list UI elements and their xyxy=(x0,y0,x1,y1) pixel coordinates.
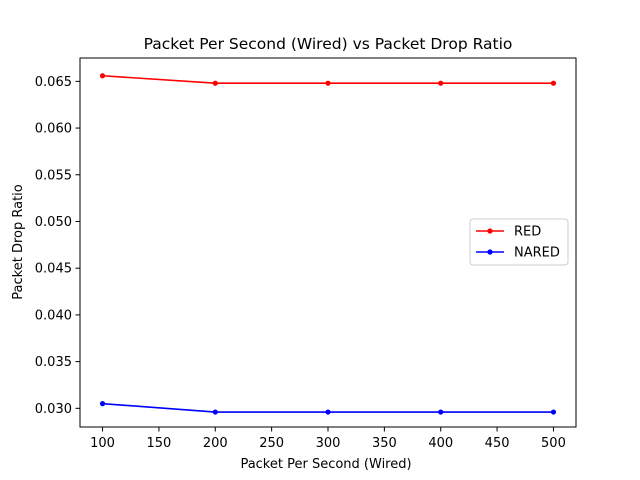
y-tick-label: 0.055 xyxy=(35,168,72,183)
data-point-red xyxy=(99,73,106,79)
x-tick-label: 400 xyxy=(428,436,453,451)
y-tick-label: 0.060 xyxy=(35,122,72,137)
axis-ticks: 100 150 200 250 300 350 400 450 500 0.030 0.035 0.0… xyxy=(35,75,566,451)
data-point-nared xyxy=(212,409,218,415)
y-tick-label: 0.030 xyxy=(35,402,72,417)
x-tick-label: 200 xyxy=(203,436,228,451)
x-tick-label: 500 xyxy=(541,436,566,451)
data-point-nared xyxy=(438,409,444,415)
data-point-nared xyxy=(325,409,331,415)
y-tick-label: 0.040 xyxy=(35,308,72,323)
data-point-nared xyxy=(550,409,557,415)
y-axis-label: Packet Drop Ratio xyxy=(11,184,26,299)
data-point-red xyxy=(325,80,331,86)
y-tick-label: 0.045 xyxy=(35,262,72,277)
data-point-red xyxy=(438,80,444,86)
chart-title: Packet Per Second (Wired) vs Packet Drop… xyxy=(144,35,513,53)
x-axis-label: Packet Per Second (Wired) xyxy=(240,457,411,472)
data-point-red xyxy=(212,80,218,86)
y-tick-label: 0.035 xyxy=(35,355,72,370)
x-tick-label: 150 xyxy=(146,436,171,451)
x-tick-label: 300 xyxy=(316,436,341,451)
legend-marker-red xyxy=(487,228,493,234)
legend: RED NARED xyxy=(469,218,569,266)
data-point-red xyxy=(550,80,557,86)
legend-label-red: RED xyxy=(514,225,541,240)
legend-label-nared: NARED xyxy=(514,246,560,261)
y-tick-label: 0.050 xyxy=(35,215,72,230)
legend-marker-nared xyxy=(487,249,493,255)
plot-area xyxy=(99,73,557,415)
data-point-nared xyxy=(99,401,106,407)
x-tick-label: 350 xyxy=(372,436,397,451)
x-tick-label: 450 xyxy=(485,436,510,451)
x-tick-label: 100 xyxy=(90,436,115,451)
x-tick-label: 250 xyxy=(259,436,284,451)
y-tick-label: 0.065 xyxy=(35,75,72,90)
